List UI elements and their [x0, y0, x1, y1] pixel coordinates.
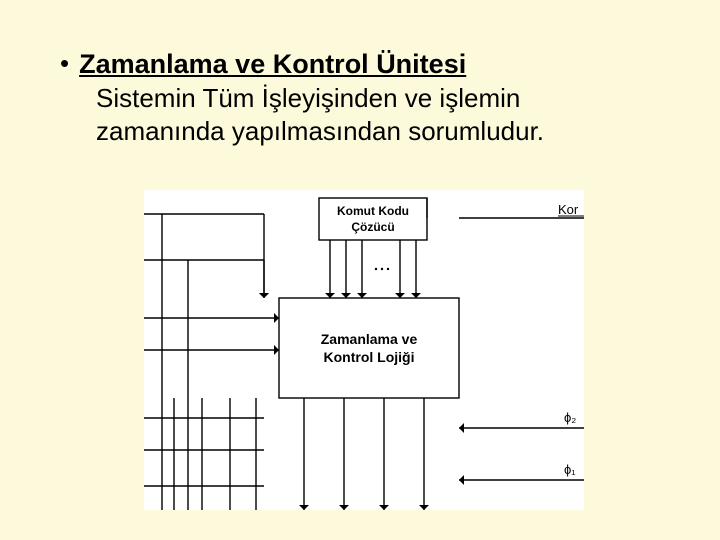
- diagram-container: Komut Kodu Çözücü Zamanlama ve Kontrol Loji…: [144, 190, 584, 510]
- svg-text:Komut Kodu: Komut Kodu: [337, 204, 409, 218]
- svg-text:Kontrol Lojiği: Kontrol Lojiği: [324, 349, 415, 365]
- description-line-2: zamanında yapılmasından sorumludur.: [96, 116, 544, 146]
- svg-text:Kor: Kor: [558, 202, 579, 217]
- svg-text:ϕ₁: ϕ₁: [564, 462, 576, 477]
- svg-text:ϕ₂: ϕ₂: [564, 410, 576, 425]
- diagram-svg: Komut Kodu Çözücü Zamanlama ve Kontrol Loji…: [144, 190, 584, 510]
- bullet-glyph: •: [60, 48, 69, 79]
- svg-text:Çözücü: Çözücü: [351, 220, 394, 234]
- svg-text:Zamanlama ve: Zamanlama ve: [321, 331, 418, 347]
- description-line-1: Sistemin Tüm İşleyişinden ve işlemin: [96, 83, 520, 113]
- slide-heading: Zamanlama ve Kontrol Ünitesi: [79, 48, 466, 80]
